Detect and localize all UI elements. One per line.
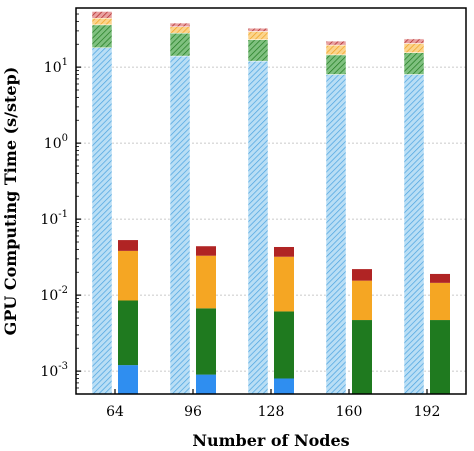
- y-tick-base: 10: [44, 60, 62, 76]
- bar-segment: [352, 269, 372, 281]
- y-tick-label: 10-3: [40, 361, 68, 380]
- x-axis-ticks: 64 96 128 160 192: [106, 389, 440, 420]
- bar-segment: [169, 26, 191, 34]
- bar-segment: [247, 60, 269, 395]
- y-tick-exponent: 1: [62, 57, 68, 68]
- y-tick-base: 10: [40, 212, 58, 228]
- x-tick-label: 160: [336, 404, 363, 420]
- y-tick-exponent: 0: [62, 133, 68, 144]
- x-tick-label: 128: [258, 404, 285, 420]
- y-tick-label: 101: [44, 57, 68, 76]
- y-tick-base: 10: [44, 136, 62, 152]
- bar-segment: [430, 273, 450, 283]
- x-tick-label: 192: [414, 404, 441, 420]
- bar-segment: [403, 38, 425, 44]
- bar-segment: [274, 378, 294, 394]
- x-tick-label: 96: [184, 404, 202, 420]
- bar-segment: [169, 55, 191, 395]
- grid-lines: [76, 66, 466, 372]
- bar-segment: [274, 256, 294, 312]
- bar-segment: [247, 27, 269, 32]
- bar-segment: [247, 39, 269, 62]
- bar-segment: [325, 44, 347, 56]
- y-axis-title: GPU Computing Time (s/step): [1, 67, 20, 336]
- y-tick-exponent: -1: [58, 209, 68, 220]
- y-tick-label: 10-1: [40, 209, 68, 228]
- bar-segment: [169, 22, 191, 27]
- bar-segment: [403, 52, 425, 75]
- y-tick-base: 10: [40, 364, 58, 380]
- bar-segment: [247, 31, 269, 40]
- bar-segment: [91, 11, 113, 19]
- bar-segment: [91, 47, 113, 395]
- x-axis-title: Number of Nodes: [192, 431, 349, 450]
- bar-segment: [91, 24, 113, 48]
- bar-segment: [274, 311, 294, 379]
- bar-segment: [325, 40, 347, 46]
- y-tick-label: 10-2: [40, 285, 68, 304]
- bar-segment: [325, 74, 347, 395]
- bar-segment: [325, 54, 347, 75]
- bar-segment: [196, 255, 216, 309]
- bar-segment: [196, 246, 216, 256]
- bars: [91, 11, 450, 395]
- bar-segment: [118, 365, 138, 394]
- bar-segment: [169, 32, 191, 57]
- bar-segment: [118, 250, 138, 301]
- x-tick-label: 64: [106, 404, 124, 420]
- y-tick-exponent: -2: [58, 285, 68, 296]
- bar-segment: [91, 17, 113, 26]
- bar-segment: [403, 43, 425, 53]
- bar-segment: [118, 240, 138, 251]
- bar-segment: [196, 374, 216, 394]
- bar-segment: [430, 282, 450, 321]
- bar-segment: [118, 300, 138, 366]
- bar-segment: [196, 308, 216, 375]
- y-tick-label: 100: [44, 133, 68, 152]
- y-tick-exponent: -3: [58, 361, 68, 372]
- bar-segment: [403, 74, 425, 395]
- bar-segment: [430, 320, 450, 394]
- bar-segment: [352, 280, 372, 321]
- bar-segment: [274, 246, 294, 257]
- bar-segment: [352, 320, 372, 394]
- y-tick-base: 10: [40, 288, 58, 304]
